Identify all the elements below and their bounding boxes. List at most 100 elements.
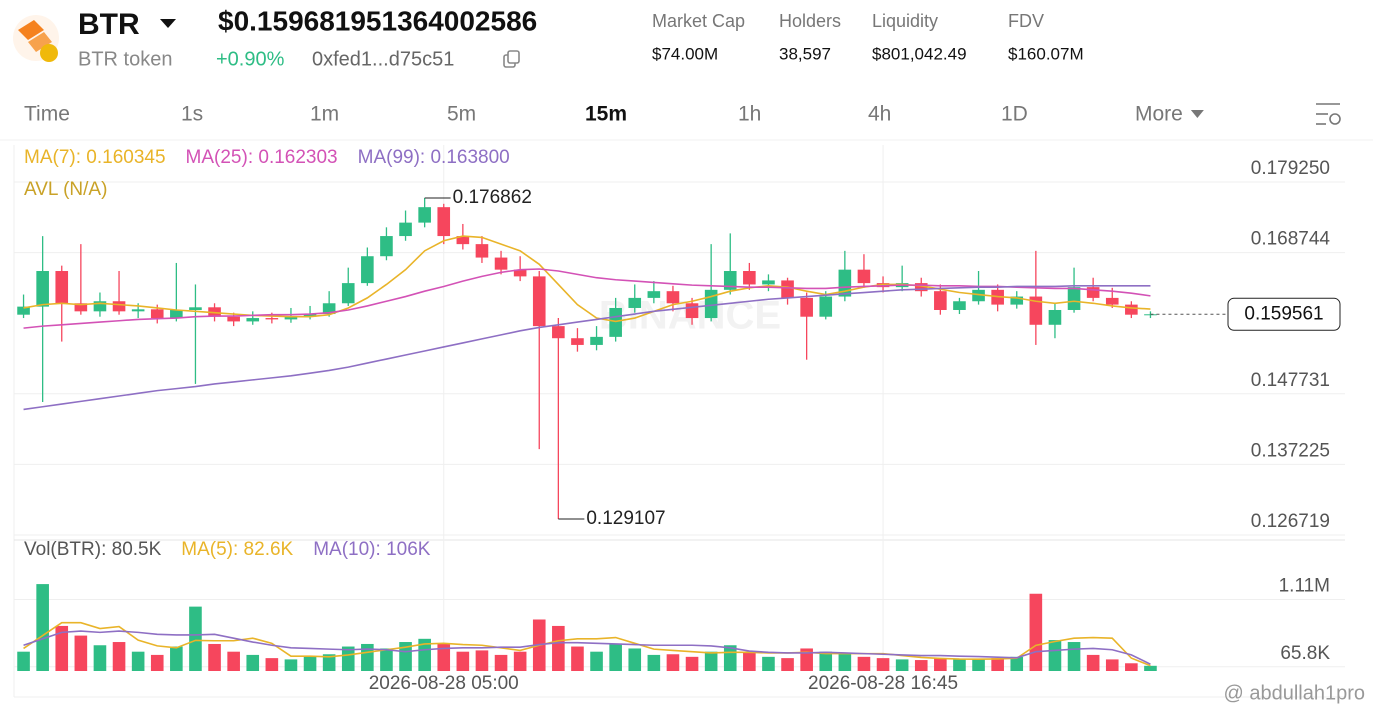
timeframe-tab[interactable]: Time [24, 103, 70, 126]
timeframe-tab[interactable]: 5m [447, 103, 476, 126]
stat-value: $160.07M [1008, 44, 1084, 63]
candle-body [1086, 287, 1100, 298]
price-tick-label: 0.147731 [1251, 370, 1330, 391]
volume-bar [743, 652, 756, 671]
candle-body [571, 338, 584, 345]
candle-body [150, 309, 164, 319]
timeframe-tab[interactable]: More [1135, 103, 1183, 126]
candle-body [437, 207, 451, 237]
volume-bar [876, 658, 890, 671]
volume-bar [513, 651, 527, 671]
volume-bar [17, 651, 30, 671]
candle-body [1048, 309, 1062, 325]
stat-label: Market Cap [652, 11, 745, 31]
volume-bar [590, 651, 603, 671]
volume-bar [1048, 640, 1062, 671]
x-tick-label: 2026-08-28 05:00 [369, 673, 519, 694]
volume-bar [647, 654, 661, 671]
candle-body [628, 297, 642, 308]
stat-label: Holders [779, 11, 841, 31]
volume-bar [1144, 665, 1157, 671]
current-price-label: 0.159561 [1244, 303, 1323, 324]
volume-bar [74, 635, 88, 671]
candle-body [647, 291, 661, 298]
candle-body [36, 271, 49, 307]
address: 0xfed1...d75c51 [312, 48, 454, 70]
copy-icon[interactable] [503, 50, 520, 68]
volume-bar [399, 642, 412, 671]
candle-body [743, 271, 756, 285]
candle-body [513, 269, 527, 277]
volume-bar [838, 652, 852, 671]
candle-body [1067, 287, 1081, 310]
candle-body [475, 244, 489, 258]
volume-bar [361, 643, 374, 671]
volume-bar [227, 651, 240, 671]
legend-entry: MA(99): 0.163800 [358, 147, 510, 168]
volume-bar [704, 651, 718, 671]
volume-tick-label: 1.11M [1279, 576, 1330, 597]
extreme-label: 0.129107 [586, 508, 665, 529]
price-tick-label: 0.179250 [1251, 158, 1330, 179]
timeframe-tab[interactable]: 4h [868, 103, 891, 126]
symbol[interactable]: BTR [78, 8, 140, 41]
volume-bar [991, 658, 1004, 671]
candle-body [532, 276, 546, 327]
candle-body [1010, 296, 1024, 305]
candle-body [1125, 304, 1138, 315]
volume-bar [55, 625, 69, 671]
legend-entry: MA(10): 106K [313, 539, 431, 560]
candle-body [685, 303, 699, 319]
dropdown-arrow[interactable] [1190, 110, 1204, 118]
settings-icon[interactable] [1316, 103, 1341, 125]
volume-bar [1029, 593, 1043, 671]
candle-body [418, 207, 431, 223]
volume-bar [494, 654, 508, 671]
timeframe-tab[interactable]: 1s [181, 103, 203, 126]
icon-shape [28, 32, 52, 52]
candle-body [170, 309, 183, 319]
volume-bar [781, 658, 794, 671]
candle-body [781, 280, 794, 298]
x-tick-label: 2026-08-28 16:45 [808, 673, 958, 694]
price-tick-label: 0.168744 [1251, 229, 1331, 250]
candle-body [1029, 296, 1043, 325]
timeframe-tab[interactable]: 1m [310, 103, 339, 126]
volume-bar [93, 645, 107, 671]
candle-body [265, 318, 279, 320]
candle-body [914, 283, 928, 292]
volume-bar [914, 660, 928, 671]
candle-body [361, 256, 374, 284]
candle-body [189, 307, 202, 310]
dropdown-arrow[interactable] [160, 19, 176, 28]
volume-bar [36, 584, 49, 671]
candle-body [112, 301, 126, 312]
legend-entry: MA(7): 0.160345 [24, 147, 166, 168]
price-tick-label: 0.137225 [1251, 440, 1330, 461]
timeframe-tab[interactable]: 1h [738, 103, 761, 126]
candle-body [934, 291, 947, 310]
volume-tick-label: 65.8K [1280, 643, 1330, 664]
candle-body [55, 271, 69, 304]
stat-value: $801,042.49 [872, 44, 967, 63]
candle-body [1105, 297, 1119, 305]
candle-body [380, 236, 393, 257]
stat-value: 38,597 [779, 44, 831, 63]
candle-body [131, 309, 145, 312]
token-icon [13, 15, 59, 62]
legend-entry: Vol(BTR): 80.5K [24, 539, 162, 560]
ma-line [23, 284, 1151, 411]
volume-bar [456, 651, 470, 671]
volume-bar [1105, 659, 1119, 671]
price: $0.159681951364002586 [218, 5, 537, 36]
volume-bar [112, 642, 126, 671]
candle-body [494, 257, 508, 270]
volume-bar [475, 650, 489, 671]
volume-bar [1010, 656, 1024, 671]
candle-body [399, 222, 412, 237]
timeframe-tab[interactable]: 1D [1001, 103, 1028, 126]
timeframe-tab[interactable]: 15m [585, 103, 627, 126]
candle-body [800, 297, 813, 317]
ma-line [23, 630, 1151, 665]
stat-label: FDV [1008, 11, 1044, 31]
